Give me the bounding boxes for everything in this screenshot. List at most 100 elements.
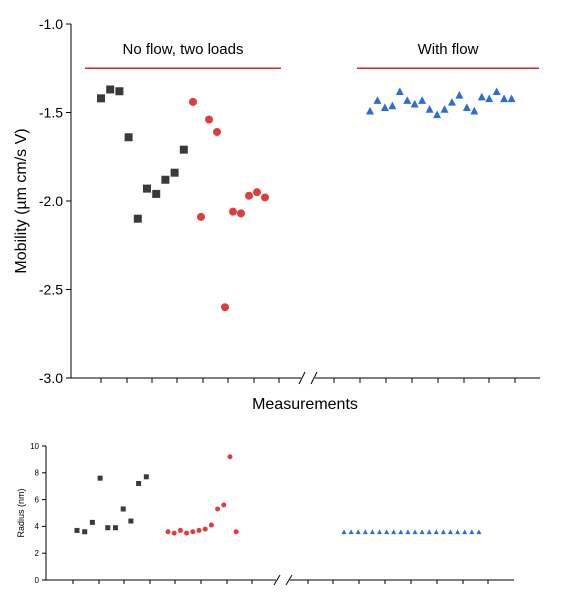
mobility-point-triangle: [433, 110, 442, 119]
mobility-point-triangle: [418, 96, 427, 104]
mobility-point-circle: [213, 127, 221, 136]
radius-axis-break-mark: [285, 574, 293, 586]
mobility-point-square: [124, 133, 133, 142]
mobility-point-triangle: [440, 105, 449, 113]
mobility-y-tick-label: -2.0: [39, 193, 63, 209]
radius-point-triangle: [377, 529, 382, 535]
radius-point-triangle: [448, 529, 453, 535]
radius-point-triangle: [412, 529, 418, 535]
radius-point-circle: [208, 522, 214, 528]
mobility-point-triangle: [366, 106, 374, 115]
radius-point-triangle: [419, 529, 425, 535]
radius-y-axis-label: Radius (nm): [16, 488, 26, 537]
mobility-point-square: [170, 168, 179, 177]
radius-point-circle: [233, 529, 239, 535]
mobility-point-circle: [189, 97, 197, 106]
mobility-point-triangle: [477, 92, 486, 101]
radius-point-square: [97, 475, 103, 481]
radius-point-square: [120, 506, 126, 512]
radius-y-tick-label: 10: [30, 442, 39, 451]
radius-point-triangle: [348, 529, 354, 535]
radius-point-circle: [215, 506, 221, 512]
radius-point-triangle: [426, 529, 432, 535]
mobility-point-square: [143, 184, 151, 193]
radius-point-square: [113, 525, 118, 531]
radius-point-square: [105, 525, 111, 531]
mobility-point-triangle: [507, 94, 516, 103]
mobility-point-square: [179, 145, 188, 154]
radius-point-square: [82, 529, 88, 535]
radius-point-triangle: [440, 529, 446, 535]
mobility-y-tick-label: -1.0: [39, 16, 63, 32]
mobility-point-triangle: [410, 99, 419, 108]
mobility-point-triangle: [500, 94, 509, 103]
radius-point-triangle: [405, 529, 411, 535]
radius-point-circle: [190, 529, 196, 535]
mobility-y-tick-label: -1.5: [39, 104, 63, 120]
mobility-y-axis-label: Mobility (µm cm/s V): [13, 128, 30, 273]
mobility-point-square: [115, 87, 124, 96]
mobility-y-tick-label: -3.0: [39, 370, 63, 386]
mobility-panel: -1.0 -1.5 -2.0 -2.5 -3.0 Mobility (µm cm/s V)…: [13, 16, 540, 413]
radius-point-triangle: [469, 529, 475, 535]
mobility-point-circle: [229, 207, 237, 216]
radius-axis-break-mark: [273, 574, 281, 586]
radius-point-square: [143, 474, 149, 480]
mobility-point-square: [97, 94, 105, 103]
radius-point-triangle: [391, 529, 397, 535]
radius-point-triangle: [369, 529, 375, 535]
mobility-point-triangle: [373, 96, 382, 104]
radius-point-triangle: [362, 529, 368, 535]
radius-point-triangle: [433, 529, 439, 535]
mobility-x-axis-label: Measurements: [252, 396, 358, 413]
radius-y-tick-label: 2: [35, 549, 40, 558]
radius-point-triangle: [384, 529, 390, 535]
mobility-axis-break-mark: [298, 371, 306, 385]
radius-point-triangle: [341, 529, 347, 535]
radius-point-circle: [184, 530, 190, 536]
mobility-point-circle: [221, 303, 229, 312]
radius-point-circle: [221, 502, 227, 508]
radius-point-triangle: [476, 529, 482, 535]
mobility-point-circle: [253, 188, 261, 197]
mobility-point-triangle: [395, 87, 404, 96]
radius-point-triangle: [355, 529, 361, 535]
annotation-label-left: No flow, two loads: [123, 41, 244, 58]
mobility-point-circle: [205, 115, 213, 124]
mobility-point-circle: [237, 209, 245, 218]
radius-point-circle: [177, 527, 183, 533]
mobility-point-triangle: [425, 105, 434, 113]
mobility-point-square: [133, 214, 142, 223]
mobility-point-triangle: [470, 106, 479, 115]
radius-point-square: [136, 481, 142, 487]
radius-point-square: [89, 519, 95, 525]
radius-panel: 0 2 4 6 8 10 Radius (nm): [16, 442, 514, 586]
radius-point-triangle: [455, 529, 461, 535]
radius-point-circle: [171, 530, 177, 536]
radius-point-circle: [202, 526, 208, 532]
mobility-point-triangle: [388, 101, 397, 110]
radius-y-tick-label: 8: [35, 469, 40, 478]
mobility-point-square: [152, 189, 161, 198]
mobility-point-triangle: [455, 91, 464, 99]
mobility-axis-break-mark: [310, 371, 318, 385]
mobility-point-triangle: [485, 94, 494, 103]
radius-point-triangle: [462, 529, 468, 535]
mobility-point-triangle: [492, 87, 501, 96]
radius-point-circle: [196, 527, 202, 533]
mobility-y-tick-label: -2.5: [39, 281, 63, 297]
mobility-point-triangle: [380, 103, 389, 111]
mobility-point-square: [106, 85, 115, 94]
mobility-point-triangle: [462, 103, 471, 111]
mobility-point-circle: [261, 193, 269, 202]
mobility-point-circle: [245, 191, 253, 200]
radius-point-square: [128, 518, 134, 524]
mobility-point-triangle: [447, 98, 456, 106]
radius-point-triangle: [398, 529, 404, 535]
radius-point-circle: [165, 529, 171, 535]
radius-y-tick-label: 4: [35, 522, 40, 531]
radius-y-tick-label: 0: [35, 576, 40, 585]
mobility-point-square: [161, 175, 170, 184]
radius-y-tick-label: 6: [35, 495, 40, 504]
